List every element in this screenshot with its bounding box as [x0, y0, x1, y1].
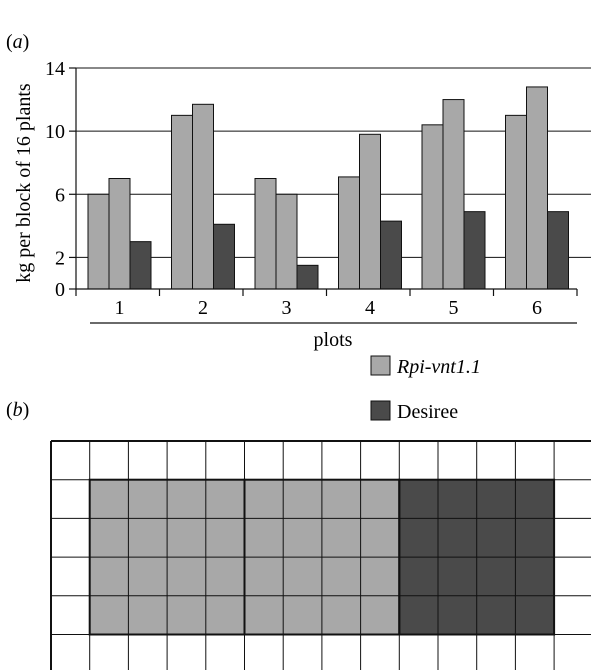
panel-a-label-letter: a [13, 31, 23, 53]
legend-label-rpi: Rpi-vnt1.1 [396, 356, 481, 378]
bar-desiree-plot-3 [296, 264, 319, 290]
y-ticks: 0 2 6 10 14 [45, 58, 76, 301]
panel-a-label-open: ( [6, 31, 13, 53]
bar-rpi-plot-4 [359, 133, 381, 290]
x-tick-label: 3 [282, 297, 292, 319]
x-tick-label: 6 [532, 297, 542, 319]
panel-b-label-close: ) [23, 399, 30, 421]
legend: Rpi-vnt1.1 Desiree [370, 355, 481, 423]
bar-rpi-plot-6 [505, 114, 527, 290]
y-tick-label: 0 [55, 279, 65, 301]
legend-swatch-rpi [370, 355, 391, 376]
bar-rpi-plot-5 [442, 99, 465, 290]
panel-b-label-open: ( [6, 399, 13, 421]
x-axis-label: plots [314, 329, 353, 351]
x-tick-label: 5 [449, 297, 459, 319]
bar-rpi-plot-3 [275, 193, 298, 290]
y-axis-label: kg per block of 16 plants [13, 83, 35, 283]
bar-rpi-plot-1 [87, 193, 110, 290]
y-tick-label: 14 [45, 58, 65, 80]
panel-a-label-close: ) [23, 31, 30, 53]
bar-chart: 0 2 6 10 14 1 2 3 4 5 6 plots kg per block of 16 … [13, 58, 591, 351]
legend-swatch-desiree [370, 400, 391, 421]
field-layout-grid [50, 440, 591, 670]
legend-label-desiree: Desiree [397, 401, 458, 423]
bar-desiree-plot-4 [380, 220, 402, 290]
bar-rpi-plot-5 [421, 124, 444, 290]
y-tick-label: 6 [55, 184, 65, 206]
bar-desiree-plot-2 [213, 223, 235, 290]
y-tick-label: 10 [45, 121, 65, 143]
bar-desiree-plot-5 [463, 211, 486, 290]
panel-b-label-letter: b [13, 399, 23, 421]
bar-rpi-plot-3 [254, 178, 277, 290]
bar-rpi-plot-6 [526, 86, 548, 290]
bar-rpi-plot-4 [338, 176, 360, 290]
y-tick-label: 2 [55, 247, 65, 269]
x-tick-label: 4 [365, 297, 375, 319]
x-tick-label: 1 [115, 297, 125, 319]
bar-desiree-plot-1 [129, 241, 152, 290]
bars [87, 86, 569, 290]
panel-a-label: (a) [6, 31, 29, 53]
panel-b-label: (b) [6, 399, 29, 421]
x-ticks: 1 2 3 4 5 6 [75, 289, 578, 319]
plot-block-outline [398, 478, 556, 636]
x-tick-label: 2 [198, 297, 208, 319]
bar-rpi-plot-2 [192, 103, 214, 290]
bar-rpi-plot-2 [171, 114, 193, 290]
bar-rpi-plot-1 [108, 178, 131, 290]
bar-desiree-plot-6 [547, 211, 569, 290]
